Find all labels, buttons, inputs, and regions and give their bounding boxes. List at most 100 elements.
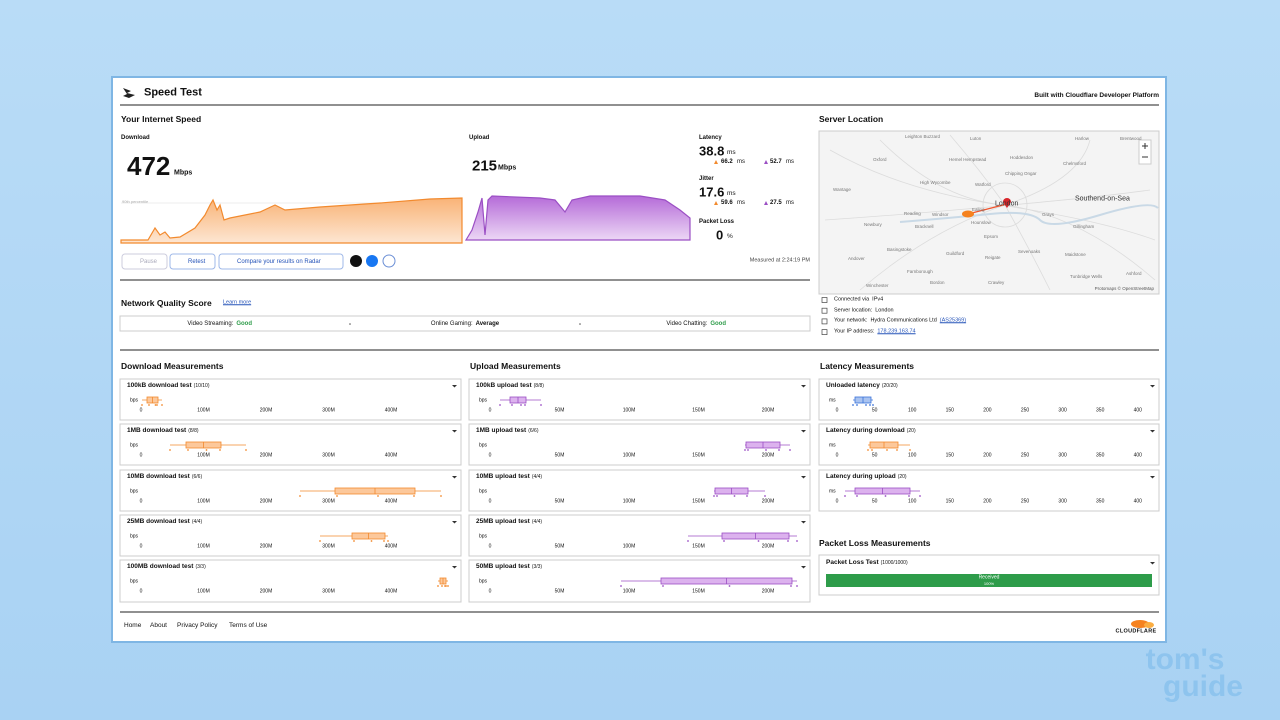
map-label: Basingstoke [887, 246, 912, 252]
row-count: (3/3) [195, 563, 206, 570]
sample-dot [733, 495, 736, 497]
row-title: 25MB upload test (4/4) [476, 517, 543, 525]
sample-dot [353, 540, 355, 542]
info-label: Your IP address: 178.239.163.74 [834, 328, 916, 335]
axis-tick-label: 0 [139, 452, 143, 459]
unit: % [727, 232, 733, 240]
sample-dot [441, 585, 443, 587]
footer-link[interactable]: About [150, 621, 167, 629]
chevron[interactable] [801, 566, 806, 569]
packet-loss-value: 0 [716, 227, 724, 243]
footer-link[interactable]: Privacy Policy [177, 621, 218, 629]
chevron[interactable] [801, 430, 806, 433]
row-count: (4/4) [191, 518, 203, 525]
axis-tick-label: 50 [871, 452, 878, 459]
axis-tick-label: 300M [322, 407, 335, 414]
sample-dot [764, 495, 766, 497]
radar-button[interactable]: Compare your results on Radar [237, 259, 321, 265]
retest-button[interactable]: Retest [188, 259, 206, 265]
axis-tick-label: 150 [945, 498, 954, 505]
sample-dot [370, 540, 373, 542]
axis-unit: ms [829, 442, 836, 449]
axis-tick-label: 200M [259, 498, 273, 505]
watermark: guide [1163, 670, 1243, 703]
brand: CLOUDFLARE [1115, 628, 1157, 635]
logo [123, 88, 135, 98]
axis-tick-label: 100 [908, 452, 917, 459]
chevron[interactable] [1150, 562, 1155, 565]
quality-box [119, 315, 811, 332]
chevron[interactable] [801, 385, 806, 388]
download-results[interactable] [382, 254, 396, 268]
axis-tick-label: 100M [197, 543, 210, 550]
chevron[interactable] [452, 430, 457, 433]
sample-dot [909, 449, 911, 451]
chevron[interactable] [1150, 476, 1155, 479]
sample-dot [511, 404, 513, 406]
sample-dot [299, 495, 301, 497]
axis-tick-label: 0 [139, 407, 143, 414]
axis-tick-label: 200M [259, 543, 273, 550]
cloudflare-logo [1131, 620, 1154, 628]
chevron[interactable] [1150, 430, 1155, 433]
separator [349, 323, 351, 325]
separator [579, 323, 581, 325]
sample-dot [141, 404, 143, 406]
footer-link[interactable]: Terms of Use [229, 621, 268, 629]
measurement-card [119, 559, 462, 603]
info-link[interactable]: 178.239.163.74 [877, 328, 916, 335]
axis-tick-label: 250 [1020, 407, 1030, 414]
sample-dot [789, 449, 791, 451]
percentile-label: 90th percentile [122, 199, 149, 204]
sample-dot [746, 495, 748, 497]
row-title: Unloaded latency (20/20) [826, 381, 898, 389]
row-count: (10/10) [193, 382, 210, 389]
chevron[interactable] [801, 521, 806, 524]
rating: Good [710, 321, 726, 327]
pause-button[interactable]: Pause [140, 259, 158, 265]
sample-dot [713, 495, 715, 497]
chevron[interactable] [452, 385, 457, 388]
facebook-share[interactable] [366, 255, 378, 267]
row-count: (8/8) [533, 382, 544, 389]
sample-dot [413, 495, 415, 497]
axis-tick-label: 50 [871, 407, 878, 414]
chevron[interactable] [452, 566, 457, 569]
section-heading: Packet Loss Measurements [819, 537, 931, 548]
x-share[interactable] [350, 255, 362, 267]
chevron[interactable] [1150, 385, 1155, 388]
row-count: (6/6) [191, 473, 203, 480]
row-count: (4/4) [531, 473, 543, 480]
map-label: Epsom [984, 233, 999, 239]
row-count: (3/3) [531, 563, 543, 570]
sample-dot [796, 540, 798, 542]
axis-tick-label: 0 [835, 407, 839, 414]
metric-label: Upload [469, 135, 490, 141]
learn-more[interactable]: Learn more [223, 299, 252, 306]
info-icon [821, 318, 828, 325]
map-label: Hoddesdon [1010, 154, 1034, 160]
map-label: Reigate [985, 254, 1001, 260]
axis-unit: bps [479, 533, 488, 540]
axis-unit: bps [130, 397, 139, 404]
chevron[interactable] [801, 476, 806, 479]
section-heading: Download Measurements [121, 360, 224, 371]
unit: ms [727, 148, 736, 156]
axis-tick-label: 200 [983, 498, 992, 505]
row-count: (8/8) [188, 427, 199, 434]
info-link[interactable]: (AS25369) [939, 317, 967, 324]
axis-tick-label: 50M [554, 452, 565, 459]
buttons[interactable] [121, 253, 344, 270]
chevron[interactable] [452, 521, 457, 524]
axis-tick-label: 50M [554, 543, 565, 550]
map-label: Andover [848, 255, 865, 261]
axis-tick-label: 100M [622, 588, 636, 595]
footer-link[interactable]: Home [124, 621, 142, 629]
metric-label: Latency [699, 135, 722, 141]
download-latency: 66.2 [721, 159, 733, 165]
row-title: Packet Loss Test (1000/1000) [826, 558, 908, 566]
info-value: London [875, 306, 894, 313]
map-label: Oxford [873, 156, 887, 162]
chevron[interactable] [452, 476, 457, 479]
axis-tick-label: 0 [488, 407, 492, 414]
